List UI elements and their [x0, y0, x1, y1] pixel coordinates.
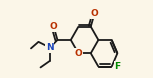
Text: O: O: [75, 49, 82, 58]
Text: N: N: [46, 43, 54, 52]
Text: F: F: [114, 62, 120, 71]
Text: O: O: [91, 9, 98, 18]
Text: O: O: [50, 22, 58, 31]
